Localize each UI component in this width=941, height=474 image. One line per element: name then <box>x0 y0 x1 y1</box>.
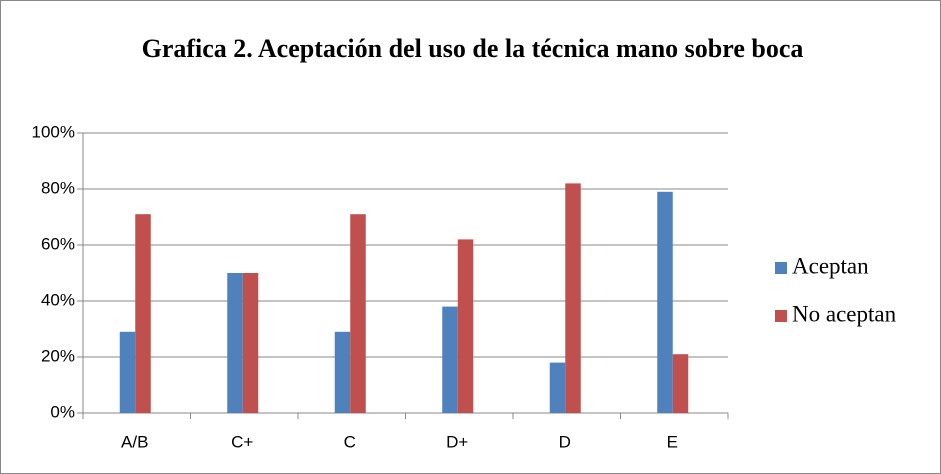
bar <box>565 183 581 413</box>
bar <box>135 214 151 413</box>
bar <box>442 306 458 413</box>
x-tick-label: C+ <box>231 432 253 451</box>
bar <box>457 239 474 413</box>
x-tick-label: D+ <box>446 432 468 451</box>
chart-title: Grafica 2. Aceptación del uso de la técn… <box>141 34 804 63</box>
bar <box>334 331 351 413</box>
bar <box>242 273 259 413</box>
y-tick-label: 60% <box>41 234 75 253</box>
bar <box>350 214 366 413</box>
y-tick-label: 20% <box>41 346 75 365</box>
y-tick-label: 80% <box>41 178 75 197</box>
x-tick-label: D <box>559 432 571 451</box>
bar <box>657 191 673 413</box>
legend-label: No aceptan <box>792 301 897 326</box>
x-tick-label: E <box>667 432 678 451</box>
bar <box>549 362 566 413</box>
bar <box>119 331 136 413</box>
x-tick-label: A/B <box>121 432 148 451</box>
legend-swatch <box>775 262 787 274</box>
y-tick-label: 100% <box>32 122 75 141</box>
legend-swatch <box>775 310 787 322</box>
bar <box>227 273 243 413</box>
y-tick-label: 40% <box>41 290 75 309</box>
legend-label: Aceptan <box>792 253 869 278</box>
y-tick-label: 0% <box>50 402 75 421</box>
bar <box>672 354 689 413</box>
x-tick-label: C <box>344 432 356 451</box>
